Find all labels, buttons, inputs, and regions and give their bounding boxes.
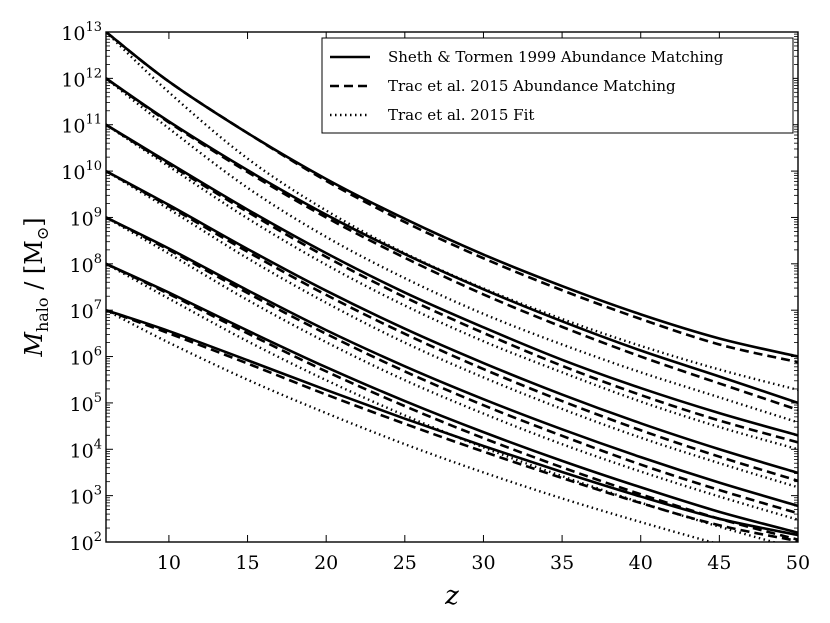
x-tick-label: 50 bbox=[786, 552, 810, 574]
series-line-dashed-group-7 bbox=[106, 308, 798, 542]
series-line-dotted-group-5 bbox=[106, 216, 798, 521]
series-line-solid-group-4 bbox=[106, 169, 798, 475]
x-tick-label: 45 bbox=[707, 552, 731, 574]
series-line-dashed-group-3 bbox=[106, 123, 798, 444]
series-line-dotted-group-3 bbox=[106, 123, 798, 451]
y-axis-label-unit-close: ] bbox=[20, 217, 48, 226]
x-tick-label: 10 bbox=[157, 552, 181, 574]
y-tick-label: 109 bbox=[70, 205, 102, 230]
y-tick-label: 106 bbox=[70, 345, 102, 370]
y-axis-label-unit-sub: ⊙ bbox=[33, 227, 52, 240]
ticks-layer: 10 15 20 25 30 35 40 45 50 102 103 104 105 106 107 108 1… bbox=[61, 20, 810, 574]
y-axis-label-unit: / [M bbox=[20, 240, 48, 297]
series-layer bbox=[106, 32, 798, 542]
y-tick-label: 104 bbox=[70, 437, 102, 462]
svg-text:Mhalo / [M⊙]: Mhalo / [M⊙] bbox=[20, 217, 52, 357]
series-line-solid-group-7 bbox=[106, 308, 798, 537]
y-axis-label-main: M bbox=[20, 331, 48, 358]
x-tick-label: 30 bbox=[471, 552, 495, 574]
series-line-solid-group-6 bbox=[106, 262, 798, 534]
x-axis-label: z bbox=[444, 581, 459, 611]
series-line-dashed-group-1 bbox=[106, 32, 798, 364]
series-line-dotted-group-7 bbox=[106, 309, 716, 542]
x-tick-label: 35 bbox=[550, 552, 574, 574]
x-tick-label: 15 bbox=[235, 552, 259, 574]
series-line-dashed-group-5 bbox=[106, 216, 798, 515]
series-line-dashed-group-6 bbox=[106, 262, 798, 541]
x-tick-label: 40 bbox=[629, 552, 653, 574]
series-line-solid-group-5 bbox=[106, 216, 798, 508]
legend-box bbox=[321, 37, 794, 134]
legend-label-solid: Sheth & Tormen 1999 Abundance Matching bbox=[388, 48, 724, 66]
series-line-dashed-group-2 bbox=[106, 77, 798, 412]
series-line-dashed-group-4 bbox=[106, 169, 798, 483]
plot-frame bbox=[105, 31, 799, 543]
legend-label-dotted: Trac et al. 2015 Fit bbox=[388, 106, 534, 124]
y-tick-label: 103 bbox=[70, 484, 102, 509]
y-axis-label: Mhalo / [M⊙] bbox=[20, 217, 52, 357]
series-line-solid-group-3 bbox=[106, 123, 798, 437]
y-tick-label: 1012 bbox=[61, 66, 102, 91]
x-tick-label: 20 bbox=[314, 552, 338, 574]
y-tick-label: 108 bbox=[70, 252, 102, 277]
y-tick-label: 1013 bbox=[61, 20, 102, 45]
x-tick-label: 25 bbox=[393, 552, 417, 574]
y-tick-label: 1010 bbox=[61, 159, 102, 184]
legend: Sheth & Tormen 1999 Abundance Matching T… bbox=[321, 37, 794, 134]
y-axis-label-sub: halo bbox=[33, 297, 52, 332]
y-tick-label: 107 bbox=[70, 298, 102, 323]
y-tick-label: 105 bbox=[70, 391, 102, 416]
y-tick-label: 102 bbox=[70, 530, 102, 555]
legend-label-dashed: Trac et al. 2015 Abundance Matching bbox=[388, 77, 676, 95]
y-tick-label: 1011 bbox=[61, 113, 102, 138]
